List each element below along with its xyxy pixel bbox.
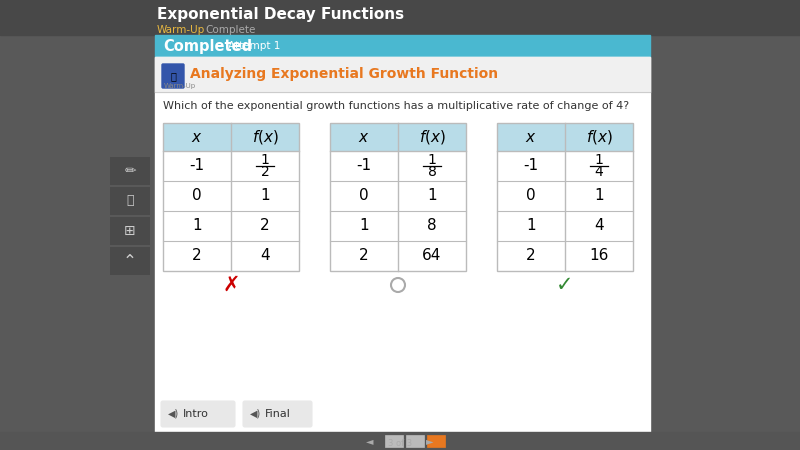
Text: 1: 1 bbox=[526, 219, 536, 234]
Bar bbox=[497, 123, 633, 271]
Bar bbox=[155, 57, 650, 92]
Text: Attempt 1: Attempt 1 bbox=[228, 41, 280, 51]
FancyBboxPatch shape bbox=[243, 401, 312, 427]
Text: 1: 1 bbox=[427, 153, 437, 167]
Text: $\it{f}$$\it{(x)}$: $\it{f}$$\it{(x)}$ bbox=[586, 128, 613, 146]
Text: ◀): ◀) bbox=[168, 409, 179, 419]
Text: $\it{f}$$\it{(x)}$: $\it{f}$$\it{(x)}$ bbox=[251, 128, 278, 146]
Text: Analyzing Exponential Growth Function: Analyzing Exponential Growth Function bbox=[190, 67, 498, 81]
Text: 4: 4 bbox=[260, 248, 270, 264]
Text: 🎧: 🎧 bbox=[126, 194, 134, 207]
Text: Completed: Completed bbox=[163, 39, 252, 54]
Text: Intro: Intro bbox=[183, 409, 209, 419]
Text: ✓: ✓ bbox=[556, 275, 574, 295]
Bar bbox=[330, 123, 466, 271]
Bar bbox=[427, 435, 445, 447]
Text: 0: 0 bbox=[192, 189, 202, 203]
Text: 1: 1 bbox=[359, 219, 369, 234]
Text: 1: 1 bbox=[261, 153, 270, 167]
Text: 1: 1 bbox=[594, 189, 604, 203]
Text: 3 of 3: 3 of 3 bbox=[388, 439, 412, 448]
Text: ⌃: ⌃ bbox=[123, 252, 137, 270]
Text: 2: 2 bbox=[261, 165, 270, 179]
Text: 8: 8 bbox=[427, 219, 437, 234]
Text: 4: 4 bbox=[594, 165, 603, 179]
Text: ⊞: ⊞ bbox=[124, 224, 136, 238]
Text: 2: 2 bbox=[260, 219, 270, 234]
Text: ◄: ◄ bbox=[366, 436, 374, 446]
Bar bbox=[155, 57, 650, 435]
Text: Final: Final bbox=[265, 409, 291, 419]
Bar bbox=[497, 123, 633, 271]
Bar bbox=[110, 247, 150, 275]
Text: 64: 64 bbox=[422, 248, 442, 264]
Bar bbox=[0, 432, 800, 450]
Text: 1: 1 bbox=[594, 153, 603, 167]
FancyBboxPatch shape bbox=[161, 401, 235, 427]
Text: $\it{x}$: $\it{x}$ bbox=[526, 130, 537, 144]
Text: Complete: Complete bbox=[205, 25, 255, 35]
Text: -1: -1 bbox=[357, 158, 371, 174]
Text: Warm-Up: Warm-Up bbox=[164, 83, 196, 89]
Text: 4: 4 bbox=[594, 219, 604, 234]
Text: -1: -1 bbox=[523, 158, 538, 174]
Bar bbox=[0, 0, 800, 35]
Text: ►: ► bbox=[426, 436, 434, 446]
Bar bbox=[163, 123, 299, 271]
Text: ✗: ✗ bbox=[222, 275, 240, 295]
Bar bbox=[163, 123, 299, 151]
Text: $\it{f}$$\it{(x)}$: $\it{f}$$\it{(x)}$ bbox=[418, 128, 446, 146]
Text: Which of the exponential growth functions has a multiplicative rate of change of: Which of the exponential growth function… bbox=[163, 101, 629, 111]
Bar bbox=[385, 435, 403, 447]
Text: 2: 2 bbox=[526, 248, 536, 264]
Bar bbox=[110, 157, 150, 185]
Bar bbox=[406, 435, 424, 447]
Bar bbox=[330, 123, 466, 271]
Text: 8: 8 bbox=[427, 165, 437, 179]
Text: Exponential Decay Functions: Exponential Decay Functions bbox=[157, 8, 404, 22]
Text: 1: 1 bbox=[192, 219, 202, 234]
Text: 2: 2 bbox=[192, 248, 202, 264]
Text: ◀): ◀) bbox=[250, 409, 262, 419]
Bar bbox=[497, 123, 633, 151]
Text: 2: 2 bbox=[359, 248, 369, 264]
Bar bbox=[155, 35, 650, 57]
Bar bbox=[330, 123, 466, 151]
Text: 0: 0 bbox=[526, 189, 536, 203]
Bar bbox=[163, 123, 299, 271]
Text: 1: 1 bbox=[427, 189, 437, 203]
Text: ✏: ✏ bbox=[124, 164, 136, 178]
Text: 🔥: 🔥 bbox=[170, 71, 176, 81]
Bar bbox=[110, 217, 150, 245]
Text: 1: 1 bbox=[260, 189, 270, 203]
FancyBboxPatch shape bbox=[162, 64, 184, 88]
Text: $\it{x}$: $\it{x}$ bbox=[191, 130, 202, 144]
Bar bbox=[110, 187, 150, 215]
Text: 0: 0 bbox=[359, 189, 369, 203]
Text: $\it{x}$: $\it{x}$ bbox=[358, 130, 370, 144]
Text: 16: 16 bbox=[590, 248, 609, 264]
Text: -1: -1 bbox=[190, 158, 205, 174]
Text: Warm-Up: Warm-Up bbox=[157, 25, 206, 35]
